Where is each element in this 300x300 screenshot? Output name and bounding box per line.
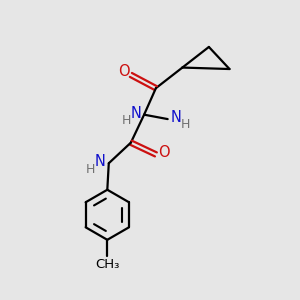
Text: N: N [94,154,105,169]
Text: CH₃: CH₃ [95,258,119,271]
Text: N: N [170,110,181,125]
Text: H: H [86,163,95,176]
Text: H: H [122,114,131,127]
Text: O: O [118,64,129,80]
Text: N: N [130,106,141,121]
Text: O: O [158,146,170,160]
Text: H: H [181,118,190,131]
